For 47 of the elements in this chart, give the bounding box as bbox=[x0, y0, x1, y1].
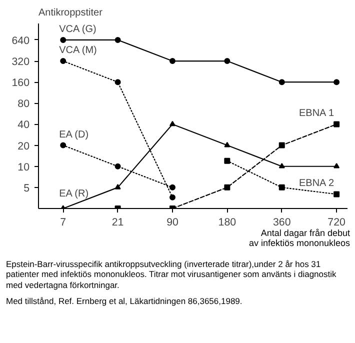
y-tick-label: 320 bbox=[12, 56, 30, 68]
x-tick-label: 90 bbox=[166, 216, 178, 228]
y-tick-label: 10 bbox=[18, 161, 30, 174]
point bbox=[114, 36, 121, 43]
point bbox=[224, 142, 230, 148]
x-axis-title: Antal dagar från debut av infektiös mononukleos bbox=[248, 228, 350, 249]
series-label: VCA (G) bbox=[59, 24, 96, 35]
point bbox=[114, 79, 121, 86]
x-tick-label: 21 bbox=[112, 216, 124, 228]
series-label: VCA (M) bbox=[59, 45, 97, 56]
point bbox=[114, 184, 121, 190]
series-label: EA (D) bbox=[59, 129, 89, 140]
point bbox=[224, 184, 230, 190]
y-tick-label: 160 bbox=[12, 77, 30, 90]
series-label: EBNA 1 bbox=[298, 108, 334, 120]
text: Epstein-Barr-virusspecifik antikroppsutveckling (inverterade titrar),under 2 år hos 31 patienter med infektiös mononukleos. Titrar mot virusantigener som använts i diagnostik med vedertagna förkortningar. bbox=[6, 258, 338, 291]
text: Med tillstånd, Ref. Ernberg et al, Läkartidningen 86,3656,1989. bbox=[6, 296, 244, 306]
point bbox=[334, 191, 340, 198]
point bbox=[278, 162, 285, 168]
point bbox=[60, 142, 66, 148]
x-tick-label: 7 bbox=[60, 216, 66, 228]
point bbox=[60, 36, 66, 43]
x-tick-label: 180 bbox=[218, 216, 236, 228]
x-tick-label: 720 bbox=[328, 216, 346, 228]
point bbox=[169, 184, 176, 190]
series-label: EA (R) bbox=[59, 188, 89, 200]
y-tick-label: 80 bbox=[18, 98, 30, 110]
y-tick-label: 640 bbox=[12, 34, 30, 47]
point bbox=[334, 162, 340, 168]
point bbox=[169, 120, 176, 126]
y-axis-title: Antikroppstiter bbox=[38, 8, 104, 18]
point bbox=[60, 58, 66, 64]
point bbox=[169, 58, 176, 64]
point bbox=[114, 163, 121, 170]
series-label: EBNA 2 bbox=[298, 178, 334, 190]
point bbox=[278, 184, 285, 190]
point bbox=[334, 79, 340, 86]
y-tick-label: 5 bbox=[24, 182, 30, 194]
point bbox=[278, 142, 285, 148]
point bbox=[334, 121, 340, 128]
point bbox=[224, 58, 230, 64]
point bbox=[278, 79, 285, 86]
y-tick-label: 20 bbox=[18, 140, 30, 152]
x-tick-label: 360 bbox=[272, 216, 291, 228]
point bbox=[224, 158, 230, 164]
y-tick-label: 40 bbox=[18, 119, 30, 132]
point bbox=[169, 194, 176, 200]
